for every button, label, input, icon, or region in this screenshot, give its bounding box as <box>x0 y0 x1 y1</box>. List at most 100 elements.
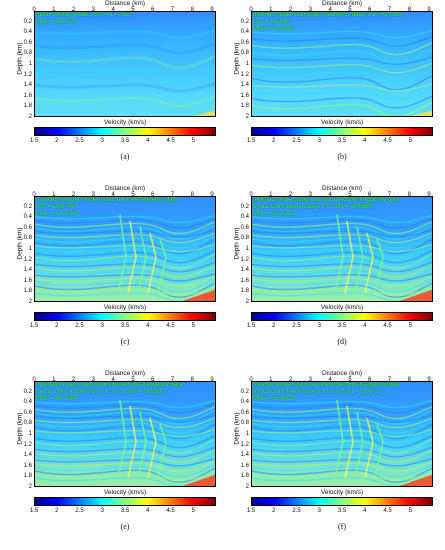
colorbar-ticks: 1.5 2 2.5 3 3.5 4 4.5 5 <box>247 323 433 330</box>
fault-block <box>374 238 384 294</box>
x-tick-label: 5 <box>131 377 135 383</box>
annotation-line: Inverted model using reconstructed low-f… <box>253 382 400 388</box>
y-tick-label: 0.4 <box>240 399 249 406</box>
x-tick-label: 7 <box>387 7 392 13</box>
fault-block <box>157 423 167 479</box>
fault-block <box>147 232 157 294</box>
y-tick-label: 0.6 <box>240 224 249 231</box>
reflector-layer <box>35 464 215 478</box>
reflector-layer <box>252 49 432 64</box>
panel-caption: (e) <box>120 522 130 531</box>
y-tick-label: 1.4 <box>240 82 249 89</box>
fault-block <box>334 214 344 294</box>
x-tick-label: 6 <box>368 377 372 383</box>
colorbar-tick-label: 2 <box>55 138 59 144</box>
velocity-model-image <box>251 196 433 302</box>
x-axis-label: Distance (km) <box>104 370 146 377</box>
colorbar-label: Velocity (km/s) <box>103 304 147 311</box>
x-tick-label: 0 <box>249 7 253 13</box>
x-tick-label: 3 <box>91 7 96 13</box>
colorbar-tick-label: 4.5 <box>383 138 392 144</box>
x-tick-label: 3 <box>91 192 96 198</box>
x-tick-label: 0 <box>32 192 36 198</box>
x-tick-label: 3 <box>308 7 313 13</box>
reflector-layer <box>252 417 432 429</box>
x-tick-label: 1 <box>52 192 56 198</box>
reflector-layer <box>252 447 432 458</box>
y-tick-label: 0.2 <box>240 388 249 395</box>
colorbar <box>34 127 216 136</box>
x-tick-label: 2 <box>288 377 293 383</box>
x-tick-label: 8 <box>190 377 194 383</box>
colorbar-tick-label: 3 <box>100 323 104 329</box>
y-tick-label: 0.2 <box>23 18 32 25</box>
annotation-line: by 3D CNN, kernel size 3 x 3 x 3, S/N = … <box>36 389 165 395</box>
high-velocity-zone <box>194 110 215 116</box>
colorbar-tick-label: 3.5 <box>120 508 130 514</box>
y-axis-ticks: 0.2 0.4 0.6 0.8 1 1.2 1.4 1.6 1.8 2 <box>231 196 249 305</box>
fault-block <box>334 399 344 479</box>
reflector-layer <box>35 414 215 423</box>
y-tick-label: 1 <box>28 431 32 437</box>
reflector-layer <box>35 68 215 85</box>
annotation-line: MSE = 62.2913 <box>253 211 295 217</box>
annotation-line: Inverted model using high-frequency data… <box>253 12 403 18</box>
velocity-model-svg <box>35 12 215 116</box>
colorbar-tick-label: 1.5 <box>246 138 256 144</box>
y-tick-label: 1 <box>245 61 249 67</box>
reflector-layer <box>35 447 215 458</box>
reflector-layer <box>35 258 215 267</box>
x-tick-label: 2 <box>288 7 293 13</box>
velocity-model-svg <box>35 197 215 301</box>
velocity-model-image <box>251 381 433 487</box>
reflector-layer <box>35 29 215 40</box>
x-tick-label: 8 <box>407 7 411 13</box>
x-tick-label: 6 <box>368 7 372 13</box>
colorbar-tick-label: 4.5 <box>383 323 392 329</box>
reflector-layer <box>252 229 432 238</box>
x-tick-label: 0 <box>32 377 36 383</box>
reflector-layer <box>35 250 215 264</box>
reflector-layer <box>252 36 432 47</box>
x-tick-label: 5 <box>131 192 135 198</box>
reflector-layer <box>35 42 215 55</box>
colorbar-tick-label: 2 <box>272 138 276 144</box>
y-axis-ticks: 0.2 0.4 0.6 0.8 1 1.2 1.4 1.6 1.8 2 <box>14 196 32 305</box>
panel-caption: (c) <box>120 337 130 346</box>
x-tick-label: 0 <box>249 377 253 383</box>
y-tick-label: 0.4 <box>240 29 249 36</box>
y-tick-label: 2 <box>245 114 249 120</box>
y-tick-label: 1 <box>28 246 32 252</box>
colorbar <box>251 312 433 321</box>
colorbar <box>34 312 216 321</box>
x-tick-label: 8 <box>190 192 194 198</box>
y-tick-label: 1.2 <box>23 71 32 78</box>
y-tick-label: 1.8 <box>240 288 249 295</box>
y-tick-label: 0.6 <box>23 224 32 231</box>
reflector-layer <box>35 55 215 70</box>
y-tick-label: 1.6 <box>23 277 32 284</box>
reflector-layer <box>252 42 432 56</box>
y-tick-label: 1 <box>28 61 32 67</box>
colorbar-tick-label: 5 <box>191 323 195 329</box>
annotation-line: MSE = 60.2364 <box>36 396 78 402</box>
x-tick-label: 8 <box>190 7 194 13</box>
x-tick-label: 3 <box>308 192 313 198</box>
y-tick-label: 1.6 <box>23 92 32 99</box>
colorbar-tick-label: 1.5 <box>29 138 39 144</box>
colorbar-tick-label: 2.5 <box>75 323 84 329</box>
panel-caption: (f) <box>338 522 346 531</box>
fault-block <box>147 417 157 479</box>
reflector-layer <box>252 63 432 74</box>
fault-block <box>364 417 374 479</box>
y-tick-label: 0.8 <box>240 420 249 427</box>
colorbar-tick-label: 3 <box>317 508 321 514</box>
x-tick-label: 2 <box>71 192 76 198</box>
panel-caption: (a) <box>120 152 130 161</box>
reflector-layer <box>252 400 432 409</box>
x-tick-label: 9 <box>210 192 214 198</box>
y-tick-label: 0.8 <box>23 235 32 242</box>
y-tick-label: 0.8 <box>240 50 249 57</box>
colorbar-tick-label: 4 <box>363 138 367 144</box>
reflector-layer <box>35 443 215 452</box>
